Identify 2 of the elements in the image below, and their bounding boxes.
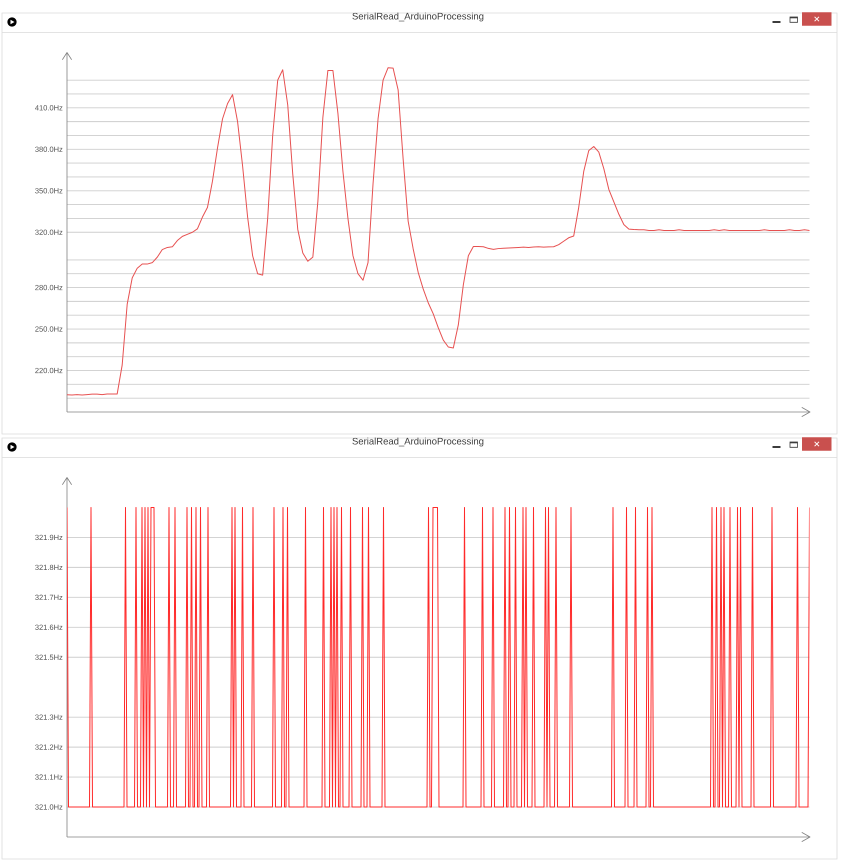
chart-title: SerialRead_ArduinoProcessing [352,12,484,22]
chart-title: SerialRead_ArduinoProcessing [352,438,484,446]
